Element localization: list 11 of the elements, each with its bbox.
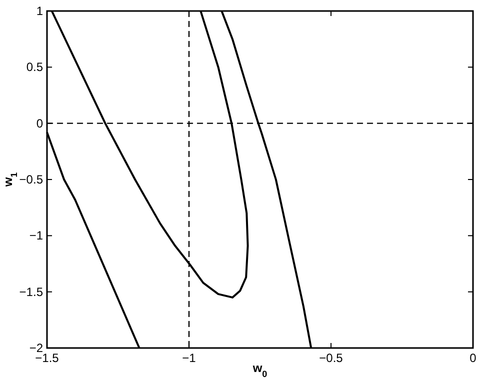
- x-axis-title: w$_{0}$: [252, 361, 268, 379]
- y-tick-label: −2: [29, 341, 44, 355]
- x-tick-label: −1: [182, 351, 196, 365]
- x-tick-label: 0: [470, 351, 477, 365]
- y-tick-label: 0: [36, 116, 44, 130]
- y-tick-label: −0.5: [19, 172, 44, 186]
- y-tick-label: 1: [36, 4, 44, 18]
- x-tick-label: −0.5: [319, 351, 344, 365]
- y-tick-label: −1.5: [19, 284, 44, 299]
- y-tick-label: −1: [29, 228, 44, 243]
- y-tick-label: 0.5: [26, 60, 44, 74]
